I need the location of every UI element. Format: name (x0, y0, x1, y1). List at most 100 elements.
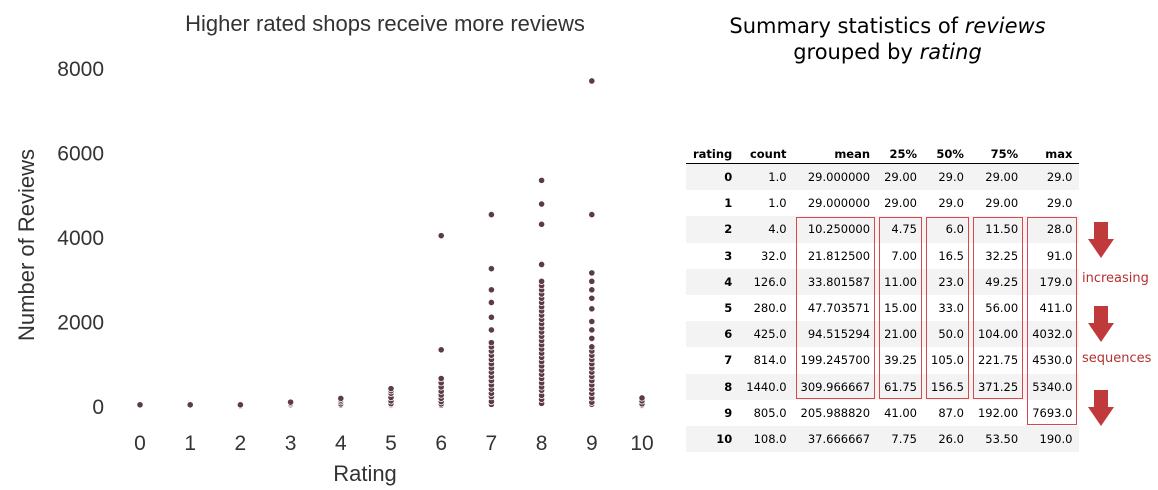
table-cell: 805.0 (753, 405, 787, 420)
table-cell: 33.0 (938, 301, 964, 316)
table-row: 1 1.0 29.000000 29.00 29.0 29.00 29.0 (686, 190, 1079, 216)
table-cell: 4530.0 (1032, 353, 1073, 368)
table-cell: 16.5 (938, 248, 964, 263)
table-cell: 10.250000 (793, 216, 878, 243)
scatter-point (588, 305, 596, 313)
x-tick-label-5: 5 (385, 432, 397, 455)
table-cell: 425.0 (739, 321, 794, 348)
table-cell: 7 (724, 353, 733, 368)
x-tick-label-2: 2 (235, 432, 247, 455)
table-row: 3 32.0 21.812500 7.00 16.5 32.25 91.0 (686, 243, 1079, 269)
table-cell: 5 (724, 301, 733, 316)
table-cell: 41.00 (884, 405, 917, 420)
scatter-point (588, 326, 596, 334)
table-cell: 1.0 (768, 196, 787, 211)
highlight-box (879, 217, 922, 399)
scatter-point (537, 277, 546, 285)
table-cell: 49.25 (970, 268, 1026, 295)
x-axis-ticks: 0 1 2 3 4 5 6 7 8 9 10 (134, 432, 654, 455)
column-header-0: rating (686, 140, 740, 164)
table-cell: 10 (686, 425, 740, 453)
column-header-3: 25% (877, 140, 924, 164)
table-cell: 108.0 (739, 425, 794, 453)
summary-title-line2: grouped by rating (793, 40, 982, 64)
table-cell: 6.0 (924, 216, 971, 243)
y-axis-ticks: 0 2000 4000 6000 8000 (57, 58, 104, 419)
table-cell: 7693.0 (1032, 405, 1073, 420)
table-cell: 21.00 (877, 321, 924, 348)
table-cell: 205.988820 (800, 405, 871, 420)
table-cell: 4.75 (877, 216, 924, 243)
table-cell: 23.0 (924, 268, 971, 295)
column-header-1: count (739, 140, 794, 164)
x-tick-label-7: 7 (486, 432, 498, 455)
y-tick-label-6000: 6000 (57, 143, 104, 166)
y-tick-label-2000: 2000 (57, 312, 104, 335)
y-tick-label-4000: 4000 (57, 227, 104, 250)
scatter-point (638, 394, 646, 402)
table-cell: 29.000000 (807, 196, 871, 211)
scatter-point (136, 401, 144, 409)
table-cell: 309.966667 (793, 373, 878, 400)
table-cell: 1 (724, 196, 733, 211)
table-cell: 104.00 (970, 321, 1026, 348)
table-cell: 4.0 (739, 216, 794, 243)
table-cell: 179.0 (1025, 268, 1080, 295)
y-tick-label-8000: 8000 (57, 58, 104, 81)
scatter-point (487, 211, 495, 219)
table-cell: 1440.0 (739, 373, 794, 400)
scatter-point (537, 220, 546, 228)
table-cell: 814.0 (753, 353, 787, 368)
table-cell: 26.0 (924, 425, 971, 453)
table-row: 4 126.0 33.801587 11.00 23.0 49.25 179.0 (686, 268, 1080, 295)
table-cell: 29.00 (985, 196, 1019, 211)
table-cell: 29.0 (924, 163, 971, 191)
x-tick-label-3: 3 (285, 432, 297, 455)
scatter-point (588, 343, 596, 351)
table-cell: 28.0 (1025, 216, 1080, 243)
column-header-5: 75% (970, 140, 1026, 164)
scatter-point (236, 401, 244, 409)
table-cell: 1.0 (739, 163, 794, 191)
table-cell: 126.0 (739, 268, 794, 295)
column-header-6: max (1025, 140, 1080, 164)
table-cell: 32.0 (760, 248, 787, 263)
scatter-point (588, 317, 596, 326)
table-cell: 0 (686, 163, 740, 191)
table-cell: 4032.0 (1025, 321, 1080, 348)
table-cell: 371.25 (970, 373, 1026, 400)
table-cell: 29.00 (884, 196, 917, 211)
x-tick-label-6: 6 (435, 432, 447, 455)
table-cell: 199.245700 (800, 353, 871, 368)
table-cell: 280.0 (753, 301, 787, 316)
scatter-point (487, 339, 495, 347)
scatter-point (537, 200, 546, 208)
table-cell: 29.00 (877, 163, 924, 191)
table-cell: 32.25 (985, 248, 1019, 263)
table-cell: 105.0 (931, 353, 964, 368)
table-cell: 190.0 (1025, 425, 1080, 453)
scatter-point (588, 211, 596, 219)
scatter-point (437, 374, 445, 383)
scatter-point (537, 176, 546, 184)
table-cell: 4 (686, 268, 740, 295)
table-cell: 6 (686, 321, 740, 348)
x-tick-label-8: 8 (536, 432, 548, 455)
table-cell: 37.666667 (793, 425, 878, 453)
x-tick-label-0: 0 (134, 432, 146, 455)
y-axis-label: Number of Reviews (14, 149, 39, 341)
column-header-4: 50% (924, 140, 971, 164)
table-cell: 91.0 (1046, 248, 1073, 263)
table-cell: 9 (724, 405, 733, 420)
scatter-point (437, 232, 445, 240)
table-cell: 11.00 (877, 268, 924, 295)
table-cell: 221.75 (977, 353, 1019, 368)
scatter-point (588, 77, 596, 85)
table-cell: 39.25 (884, 353, 917, 368)
table-row: 7 814.0 199.245700 39.25 105.0 221.75 4530.0 (686, 347, 1079, 373)
table-cell: 192.00 (977, 405, 1019, 420)
scatter-point (387, 385, 395, 393)
table-cell: 29.000000 (793, 163, 878, 191)
down-arrow-icon (1088, 390, 1114, 426)
scatter-point (588, 269, 596, 277)
